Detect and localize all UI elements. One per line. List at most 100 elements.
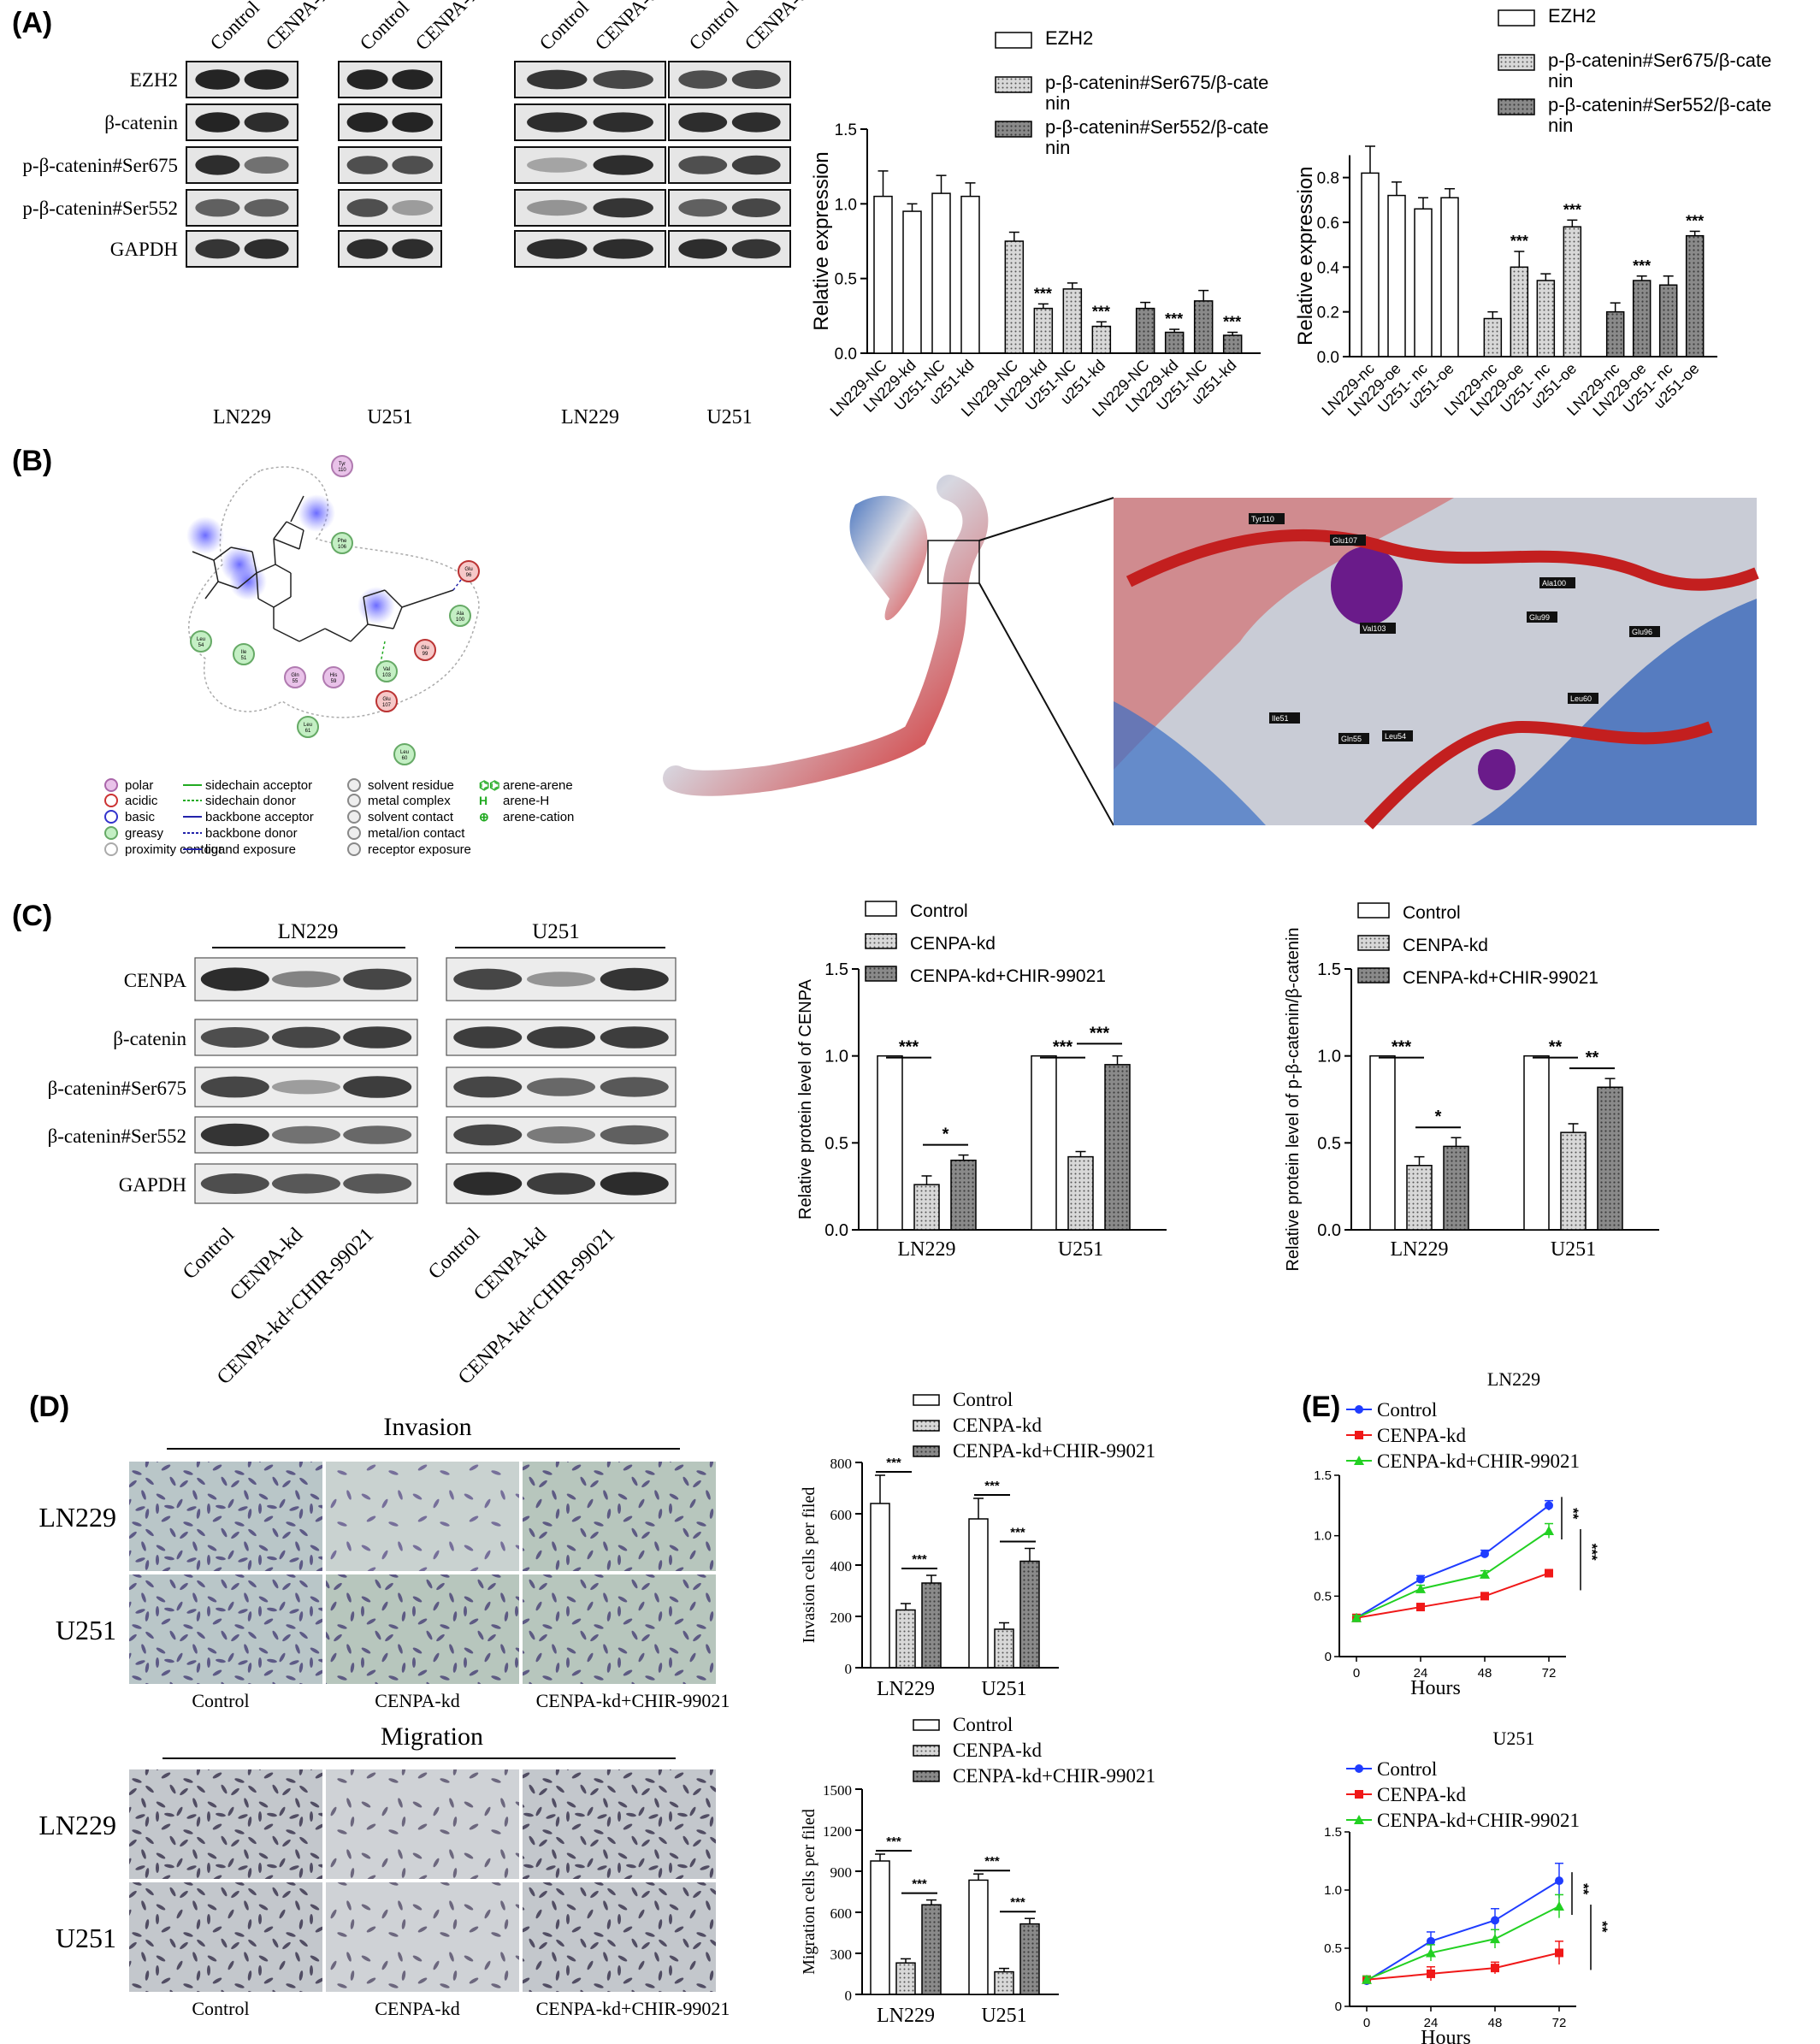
- cell-line-label: U251: [367, 406, 412, 428]
- legend-label: Control: [910, 901, 968, 921]
- ligand-bond: [204, 581, 219, 600]
- panel-d-bar-chart-invasion: 0 200 400 600 800 Invasion cells per filed Con…: [800, 1389, 1155, 1700]
- ligand-exposure-halo: [186, 517, 224, 554]
- transwell-image: [521, 1768, 718, 1881]
- docking-legend-label: basic: [125, 810, 156, 824]
- y-tick-label: 300: [830, 1947, 853, 1963]
- legend-icon: [347, 810, 361, 824]
- panel-a-letter: (A): [12, 7, 53, 39]
- bar: [902, 210, 922, 354]
- row-label: LN229: [38, 1502, 116, 1533]
- panel-c-letter: (C): [12, 900, 53, 932]
- significance-label: ***: [1010, 1895, 1025, 1910]
- blot-band: [527, 1078, 595, 1096]
- lane-label: Control: [356, 0, 413, 55]
- legend-label: EZH2: [1548, 5, 1596, 27]
- blot-band: [200, 1076, 269, 1098]
- blot-band: [195, 198, 240, 217]
- docking-legend-label: backbone acceptor: [205, 810, 314, 824]
- bar: [913, 1184, 940, 1231]
- blot-band: [678, 70, 728, 89]
- data-point: [1491, 1964, 1499, 1973]
- significance-label: ***: [1010, 1526, 1025, 1540]
- legend-label: p-β-catenin#Ser552/β-cate: [1548, 94, 1771, 115]
- residue-name: Leu: [304, 723, 312, 728]
- residue-tag-label: Val103: [1362, 624, 1386, 633]
- legend-label: CENPA-kd+CHIR-99021: [1403, 968, 1598, 988]
- residue-number: 54: [198, 643, 204, 648]
- data-point: [1416, 1603, 1425, 1612]
- legend-label: CENPA-kd+CHIR-99021: [1377, 1810, 1580, 1831]
- cell-line-label: LN229: [561, 406, 619, 428]
- zoom-line: [978, 497, 1114, 541]
- legend-swatch: [865, 933, 897, 949]
- legend-swatch: [1498, 9, 1535, 27]
- bar: [1031, 1054, 1057, 1231]
- blot-band: [678, 156, 728, 174]
- bar: [870, 1503, 890, 1669]
- data-point: [1427, 1969, 1435, 1978]
- ligand-bond: [324, 628, 352, 642]
- lane-label: Control: [685, 0, 742, 55]
- ligand-bond: [217, 581, 239, 589]
- legend-label: p-β-catenin#Ser675/β-cate: [1548, 50, 1771, 71]
- docking-legend-label: proximity contour: [125, 842, 222, 857]
- zoom-line: [978, 582, 1114, 826]
- legend-swatch: [913, 1445, 940, 1457]
- docking-legend-label: metal/ion contact: [368, 826, 465, 841]
- docking-legend-label: receptor exposure: [368, 842, 471, 857]
- bar: [1658, 284, 1678, 357]
- legend-label: p-β-catenin#Ser552/β-cate: [1045, 116, 1268, 138]
- legend-label-cont: nin: [1548, 115, 1573, 136]
- residue-name: His: [330, 673, 338, 678]
- blot-band: [346, 198, 388, 217]
- bar: [1135, 307, 1155, 354]
- docking-legend-label: polar: [125, 778, 153, 793]
- blot-band: [731, 155, 781, 175]
- ligand-bond: [427, 589, 454, 600]
- residue-tag: [1249, 513, 1285, 524]
- lane-label: Control: [535, 0, 593, 55]
- significance-label: ***: [1223, 314, 1241, 331]
- blot-band: [600, 1125, 669, 1145]
- legend-label: CENPA-kd: [910, 934, 996, 954]
- data-point: [1545, 1568, 1553, 1578]
- residue-number: 103: [382, 673, 392, 678]
- blot-band: [527, 1173, 595, 1195]
- bar: [994, 1970, 1014, 1995]
- significance-label: *: [942, 1125, 949, 1144]
- y-tick-label: 200: [830, 1610, 853, 1626]
- residue-disc: [449, 605, 471, 627]
- ligand-bond: [237, 572, 257, 589]
- lane-label: Control: [206, 0, 263, 55]
- x-tick-label: 24: [1414, 1666, 1428, 1681]
- panel-a-western-blot: EZH2 β-catenin p-β-catenin#Ser675 p-β-caten…: [22, 0, 818, 428]
- series-line: [1356, 1530, 1550, 1619]
- significance-label: **: [1586, 1049, 1599, 1067]
- blot-band: [346, 112, 388, 133]
- bar: [968, 1518, 989, 1669]
- transwell-image: [324, 1768, 521, 1881]
- legend-swatch: [1498, 98, 1535, 115]
- legend-label: Control: [953, 1714, 1013, 1735]
- blot-band: [244, 112, 289, 133]
- residue-number: 51: [241, 656, 247, 661]
- legend-label-cont: nin: [1045, 137, 1070, 158]
- blot-row-label: β-catenin#Ser675: [48, 1078, 186, 1099]
- bar: [873, 195, 893, 354]
- series-line: [1366, 1952, 1560, 1981]
- blot-band: [600, 1026, 669, 1049]
- panel-d-transwell-images: Invasion Migration LN229 U251 Control CENPA-k…: [38, 1413, 730, 2019]
- bar: [870, 1860, 890, 1995]
- y-tick-label: 1.0: [1314, 1529, 1332, 1544]
- residue-name: Glu: [464, 567, 472, 572]
- residue-tag: [1360, 623, 1396, 634]
- legend-swatch: [1357, 902, 1390, 919]
- residue-disc: [297, 716, 319, 738]
- significance-label: ***: [1053, 1038, 1073, 1057]
- docking-legend-label: solvent contact: [368, 810, 454, 824]
- significance-label: ***: [912, 1877, 927, 1892]
- y-tick-label: 0.0: [1317, 1221, 1341, 1240]
- legend-icon: [347, 794, 361, 807]
- legend-marker: [1354, 1456, 1364, 1465]
